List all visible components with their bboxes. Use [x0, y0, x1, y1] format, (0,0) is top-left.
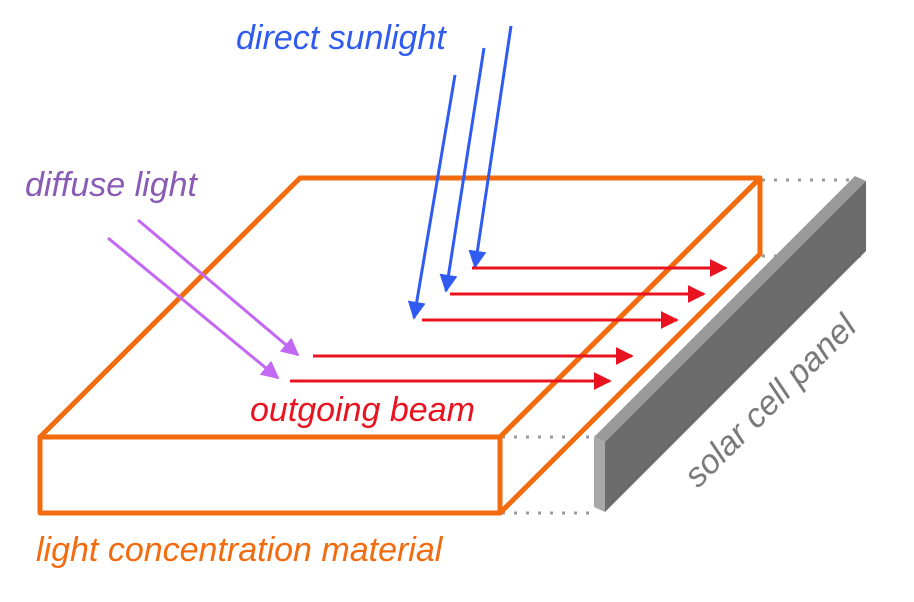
- diffuse-light-arrow: [137, 218, 300, 357]
- slab-front-face: [37, 434, 503, 516]
- outgoing-beam-rays: [290, 259, 728, 390]
- direct-sunlight-arrow: [439, 47, 486, 293]
- light-concentration-material-label: light concentration material: [36, 531, 444, 569]
- outgoing-beam-label: outgoing beam: [250, 391, 475, 429]
- direct-sunlight-arrow: [407, 74, 457, 320]
- solar-panel-side: [594, 437, 605, 512]
- diffuse-light-arrow: [107, 236, 280, 380]
- direct-sunlight-rays: [407, 25, 513, 320]
- concentration-slab: [37, 175, 763, 516]
- diffuse-light-label: diffuse light: [25, 166, 199, 204]
- solar-cell-panel: [594, 176, 866, 512]
- direct-sunlight-label: direct sunlight: [236, 19, 447, 57]
- solar-panel-front: [605, 181, 866, 512]
- diffuse-light-rays: [107, 218, 300, 380]
- slab-right-face: [497, 175, 763, 516]
- direct-sunlight-arrow: [468, 25, 513, 269]
- solar-panel-top-edge: [594, 176, 866, 442]
